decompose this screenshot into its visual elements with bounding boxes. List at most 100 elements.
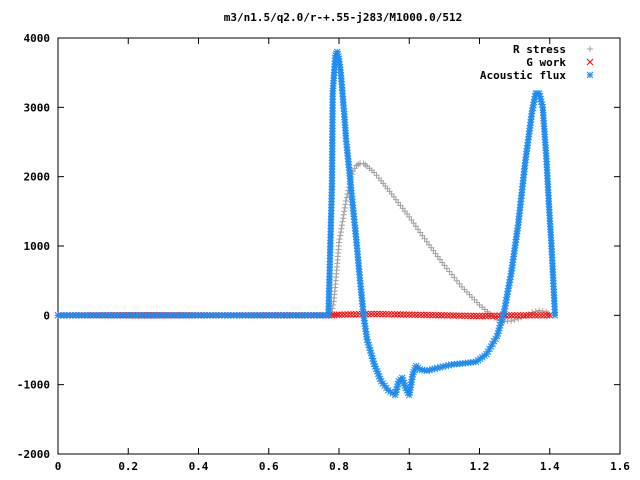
data-point [525,311,533,319]
data-point [408,311,416,319]
data-point [333,311,341,319]
x-axis: 0 0.2 0.4 0.6 0.8 1 1.2 1.4 1.6 [55,38,630,473]
data-point [373,310,381,318]
data-point [531,311,539,319]
data-point [456,280,463,287]
data-point [452,312,460,319]
data-point [429,311,437,319]
data-point [339,218,346,225]
data-point [536,307,543,314]
data-point [508,312,516,319]
data-point [336,236,343,243]
x-tick-label: 1 [406,460,413,473]
data-point [336,239,342,246]
data-point [411,311,419,319]
data-point [515,315,522,322]
data-point [417,229,424,236]
legend-marker [586,58,594,66]
data-point [337,232,344,239]
data-point [446,312,454,319]
y-tick-label: -2000 [17,448,50,461]
data-point [343,194,350,201]
x-tick-label: 0.4 [189,460,209,473]
data-point [330,301,337,308]
data-point [353,310,360,318]
data-point [394,311,401,318]
data-point [342,201,349,208]
data-point [426,311,434,319]
data-point [441,311,448,319]
data-point [484,312,492,320]
data-point [543,311,551,319]
data-point [551,311,559,319]
data-point [471,296,478,303]
data-point [410,220,417,227]
data-point [341,311,349,318]
data-point [340,211,347,218]
data-point [534,311,542,319]
data-point [464,312,472,320]
data-point [347,311,355,318]
data-point [402,311,410,318]
data-point [344,311,352,318]
data-point [420,311,428,319]
data-point [449,312,457,319]
data-point [461,286,468,293]
data-point [408,217,415,223]
y-tick-label: -1000 [17,379,50,392]
data-point [441,262,448,269]
data-point [461,312,469,320]
data-point [453,277,460,284]
data-point [335,311,343,318]
data-point [343,197,350,204]
data-point [338,225,345,232]
data-point [537,311,545,319]
y-tick-label: 1000 [24,240,51,253]
data-point [490,312,498,320]
legend-label: R stress [513,43,566,56]
data-point [341,204,348,211]
data-point [419,232,426,239]
data-point [520,311,527,319]
data-point [350,310,357,318]
data-point [522,311,530,319]
data-point [451,274,458,281]
chart-title: m3/n1.5/q2.0/r-+.55-j283/M1000.0/512 [224,11,462,24]
data-point [414,311,422,319]
data-point [338,311,346,318]
data-point [517,311,524,319]
data-point [479,312,486,320]
series-layer [54,48,559,399]
data-point [397,311,404,318]
data-point [446,268,453,275]
data-point [340,215,347,222]
data-point [476,312,483,320]
data-point [482,312,489,320]
data-point [432,311,439,319]
data-point [376,310,384,318]
data-point [391,310,398,318]
data-point [400,311,407,318]
data-point [421,235,428,242]
data-point [382,310,390,318]
y-tick-label: 4000 [24,32,51,45]
data-point [463,289,470,296]
data-point [448,271,455,278]
data-point [466,291,473,298]
data-point [423,311,431,319]
y-axis: -2000 -1000 0 1000 2000 3000 4000 [17,32,620,461]
data-point [473,312,480,320]
legend-marker [586,71,594,79]
data-point [417,311,425,319]
data-point [470,312,477,320]
legend-marker [587,46,593,52]
x-tick-label: 0.8 [329,460,349,473]
data-point [467,312,475,320]
data-point [508,317,515,324]
data-point [385,310,393,318]
x-tick-label: 0.6 [259,460,279,473]
data-point [405,311,413,318]
x-tick-label: 0.2 [118,460,138,473]
